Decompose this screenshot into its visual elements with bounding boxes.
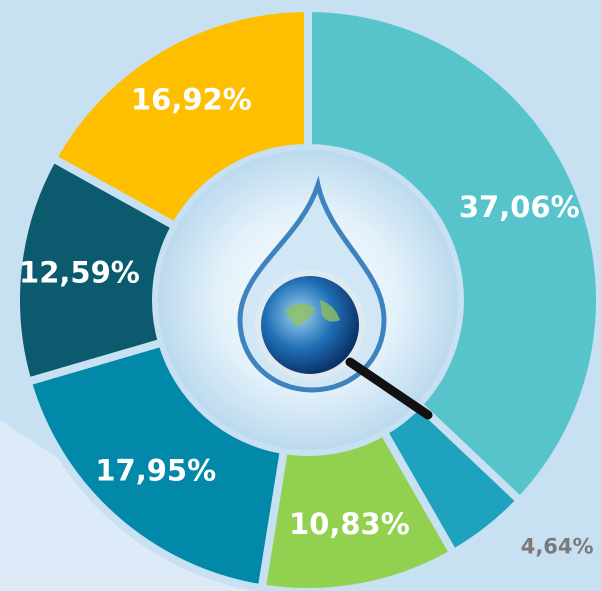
- globe: [255, 270, 365, 380]
- land: [285, 300, 340, 326]
- magnifier-handle: [345, 357, 433, 420]
- value-label: 17,95%: [95, 453, 216, 487]
- slice: [304, 3, 601, 507]
- slice: [12, 152, 181, 387]
- value-label: 10,83%: [289, 507, 410, 541]
- value-label: 37,06%: [459, 190, 580, 224]
- value-label: 4,64%: [521, 534, 594, 558]
- slices: [12, 3, 601, 591]
- value-label: 12,59%: [19, 255, 140, 289]
- slice: [22, 337, 289, 591]
- center-icon: [158, 150, 458, 450]
- value-label: 16,92%: [131, 83, 252, 117]
- slice: [47, 3, 312, 232]
- labels: 37,06% 4,64% 10,83% 17,95% 12,59% 16,92%: [19, 83, 594, 559]
